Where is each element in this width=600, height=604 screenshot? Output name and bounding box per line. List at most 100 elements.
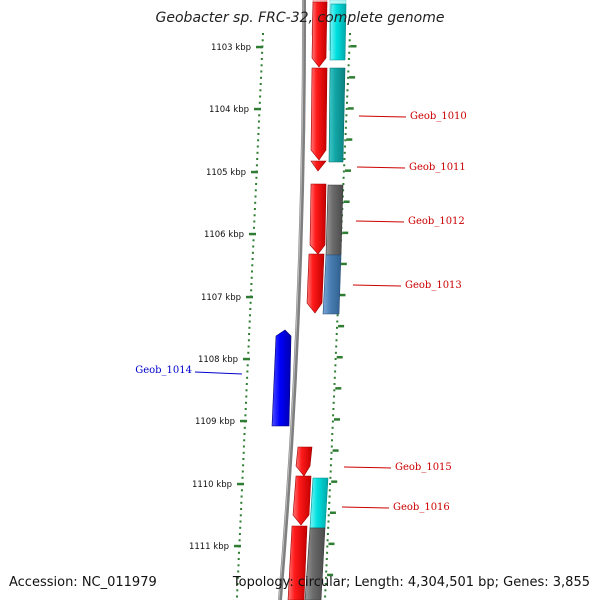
ruler-dot — [249, 314, 251, 317]
track-dot — [335, 345, 338, 348]
gene-arrow[interactable] — [295, 446, 313, 477]
gene-label-leader — [343, 466, 392, 469]
ruler-dot — [242, 464, 245, 467]
gene-label[interactable]: Geob_1012 — [408, 216, 465, 227]
gene-label[interactable]: Geob_1014 — [135, 365, 192, 376]
ruler-major-tick — [234, 544, 241, 548]
ruler-dot — [238, 533, 241, 535]
track-dot — [333, 395, 335, 398]
cds-segment[interactable] — [322, 254, 342, 315]
ruler-minor-tick — [329, 511, 336, 514]
ruler-dot — [260, 64, 263, 67]
track-dot — [333, 383, 336, 385]
track-dot — [324, 583, 327, 585]
ruler-dot — [246, 364, 249, 367]
gene-arrow[interactable] — [310, 67, 328, 161]
ruler-dot — [259, 95, 262, 98]
track-dot — [328, 501, 331, 504]
genome-title: Geobacter sp. FRC-32, complete genome — [155, 10, 445, 26]
track-dot — [344, 145, 346, 148]
ruler-dot — [241, 470, 244, 473]
ruler-major-tick — [249, 232, 256, 236]
ruler-dot — [258, 120, 260, 123]
gene-label[interactable]: Geob_1010 — [410, 111, 467, 122]
ruler-dot — [256, 158, 259, 160]
ruler-dot — [243, 433, 246, 435]
ruler-dot — [245, 389, 248, 392]
track-dot — [347, 76, 350, 79]
track-dot — [328, 489, 331, 492]
gene-label[interactable]: Geob_1016 — [393, 502, 450, 513]
ruler-dot — [236, 583, 239, 585]
track-dot — [335, 339, 338, 342]
track-dot — [329, 470, 332, 473]
ruler-minor-tick — [331, 480, 338, 483]
ruler-dot — [260, 58, 263, 60]
gene-arrow[interactable] — [306, 253, 325, 314]
gene-arrow[interactable] — [292, 475, 312, 526]
track-dot — [326, 539, 329, 542]
cds-segment[interactable] — [325, 184, 344, 256]
ruler-tick-label: 1105 kbp — [206, 168, 246, 178]
topology-text: Topology: circular; Length: 4,304,501 bp… — [232, 575, 590, 590]
ruler-dot — [253, 208, 256, 210]
gene-label[interactable]: Geob_1011 — [409, 162, 466, 173]
ruler-dot — [250, 283, 253, 285]
track-dot — [345, 120, 348, 123]
ruler-dot — [245, 401, 247, 404]
track-dot — [332, 414, 335, 417]
track-dot — [331, 420, 334, 423]
ruler-dot — [252, 245, 255, 248]
gene-label-leader — [355, 220, 405, 223]
ruler-tick-label: 1109 kbp — [195, 417, 235, 427]
gene-arrow[interactable] — [309, 183, 327, 255]
gene-label[interactable]: Geob_1015 — [395, 462, 452, 473]
ruler-dot — [240, 501, 243, 504]
ruler-minor-tick — [342, 231, 349, 235]
track-dot — [347, 70, 350, 73]
ruler-dot — [248, 333, 251, 335]
ruler-dot — [250, 276, 253, 279]
cds-segment[interactable] — [309, 477, 329, 529]
ruler-dot — [239, 526, 242, 529]
ruler-minor-tick — [335, 387, 342, 390]
track-dot — [329, 476, 332, 479]
ruler-major-tick — [246, 295, 253, 299]
ruler-dot — [251, 251, 254, 254]
track-dot — [348, 39, 351, 42]
gene-arrow[interactable] — [311, 1, 328, 68]
gene-label[interactable]: Geob_1013 — [405, 280, 462, 291]
gene-arrow-reverse[interactable] — [271, 329, 292, 427]
ruler-dot — [246, 370, 249, 373]
ruler-dot — [253, 220, 256, 223]
cds-segment[interactable] — [329, 3, 347, 61]
track-dot — [335, 333, 338, 335]
ruler-minor-tick — [328, 542, 335, 546]
genome-backbone-highlight — [278, 0, 304, 601]
track-dot — [332, 408, 335, 410]
gene-arrow-tip[interactable] — [310, 160, 327, 172]
track-dot — [331, 426, 334, 429]
ruler-minor-tick — [349, 76, 356, 79]
cds-segment[interactable] — [328, 67, 346, 163]
track-dot — [346, 101, 348, 104]
track-dot — [334, 364, 337, 367]
ruler-major-tick — [237, 482, 244, 486]
ruler-dot — [251, 270, 253, 273]
ruler-dot — [237, 570, 240, 573]
ruler-minor-tick — [347, 107, 354, 110]
ruler-dot — [254, 195, 257, 198]
track-dot — [342, 170, 345, 173]
ruler-dot — [253, 226, 255, 229]
ruler-dot — [239, 514, 242, 517]
ruler-dot — [257, 139, 260, 142]
track-dot — [349, 33, 351, 35]
ruler-major-tick — [240, 419, 247, 423]
ruler-minor-tick — [332, 449, 339, 452]
ruler-dot — [242, 451, 245, 454]
ruler-major-tick — [256, 45, 263, 49]
ruler-dot — [254, 201, 257, 204]
track-dot — [343, 158, 346, 160]
ruler-dot — [247, 339, 250, 342]
